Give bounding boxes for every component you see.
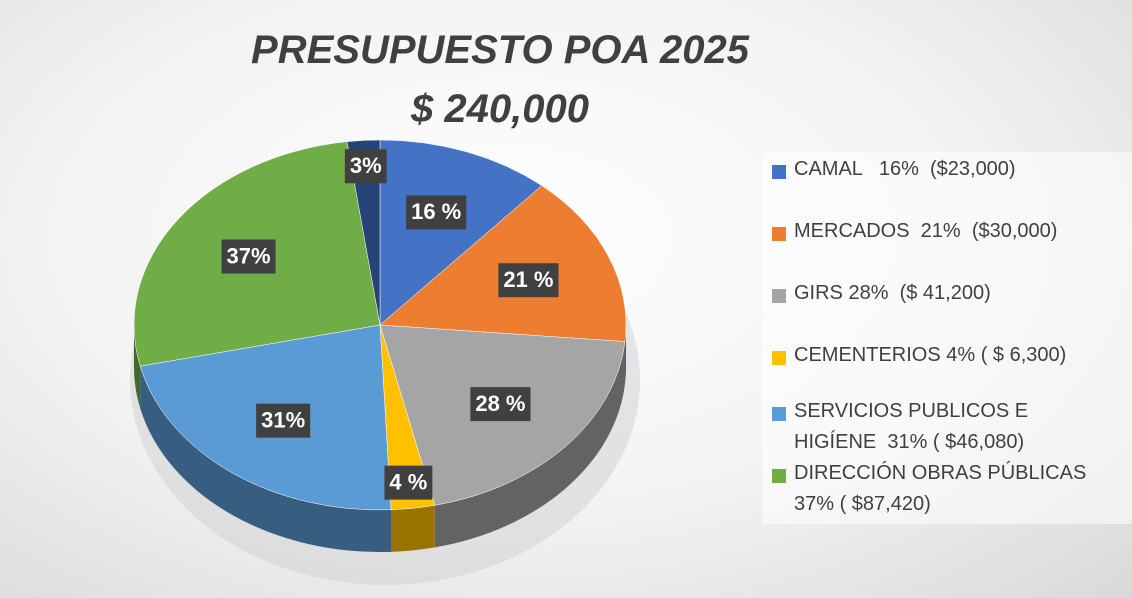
- pie-slice: [346, 139, 381, 326]
- legend-marker: [772, 351, 786, 365]
- legend-marker: [772, 227, 786, 241]
- value-label-box: [344, 149, 387, 184]
- pie-tops: [133, 139, 627, 511]
- value-label-group: 4 %: [384, 465, 433, 500]
- legend-label: CEMENTERIOS 4% ( $ 6,300): [794, 344, 1067, 366]
- value-label-box: [384, 465, 433, 500]
- pie-slice-side: [391, 505, 435, 552]
- value-label-box: [406, 195, 467, 230]
- value-label: 3%: [350, 153, 382, 178]
- legend-marker: [772, 469, 786, 483]
- value-label-group: 16 %: [406, 195, 467, 230]
- value-label-group: 21 %: [498, 263, 559, 298]
- value-label: 37%: [227, 243, 271, 268]
- legend-marker: [772, 407, 786, 421]
- value-label: 4 %: [389, 469, 427, 494]
- value-label-box: [256, 403, 311, 438]
- value-labels: 16 % 21 % 28 % 4 % 31% 37% 3%: [221, 149, 559, 500]
- legend: CAMAL 16% ($23,000) MERCADOS 21% ($30,000…: [762, 152, 1132, 524]
- legend-item: CAMAL 16% ($23,000): [772, 158, 1114, 185]
- legend-item: CEMENTERIOS 4% ( $ 6,300): [772, 344, 1114, 371]
- legend-item: DIRECCIÓN OBRAS PÚBLICAS 37% ( $87,420): [772, 462, 1114, 520]
- value-label-group: 28 %: [470, 387, 531, 422]
- legend-marker: [772, 165, 786, 179]
- legend-label: DIRECCIÓN OBRAS PÚBLICAS 37% ( $87,420): [794, 462, 1092, 515]
- value-label: 31%: [261, 407, 305, 432]
- value-label-box: [470, 387, 531, 422]
- value-label: 21 %: [503, 267, 553, 292]
- pie-sides: [134, 325, 626, 552]
- value-label-group: 37%: [221, 239, 276, 274]
- chart-subtitle: $ 240,000: [410, 87, 589, 131]
- pie-slice: [379, 139, 543, 326]
- value-label: 16 %: [411, 199, 461, 224]
- chart-title: PRESUPUESTO POA 2025: [251, 28, 750, 72]
- legend-label: SERVICIOS PUBLICOS E HIGÍENE 31% ( $46,0…: [794, 400, 1034, 453]
- value-label-group: 3%: [344, 149, 387, 184]
- pie-slice-side: [140, 366, 392, 552]
- legend-item: SERVICIOS PUBLICOS E HIGÍENE 31% ( $46,0…: [772, 400, 1114, 458]
- value-label-box: [498, 263, 559, 298]
- pie-slice-side: [434, 341, 626, 548]
- legend-label: CAMAL 16% ($23,000): [794, 158, 1016, 180]
- legend-label: GIRS 28% ($ 41,200): [794, 282, 991, 304]
- legend-label: MERCADOS 21% ($30,000): [794, 220, 1058, 242]
- legend-item: GIRS 28% ($ 41,200): [772, 282, 1114, 309]
- value-label-box: [221, 239, 276, 274]
- legend-marker: [772, 289, 786, 303]
- value-label: 28 %: [475, 391, 525, 416]
- value-label-group: 31%: [256, 403, 311, 438]
- legend-item: MERCADOS 21% ($30,000): [772, 220, 1114, 247]
